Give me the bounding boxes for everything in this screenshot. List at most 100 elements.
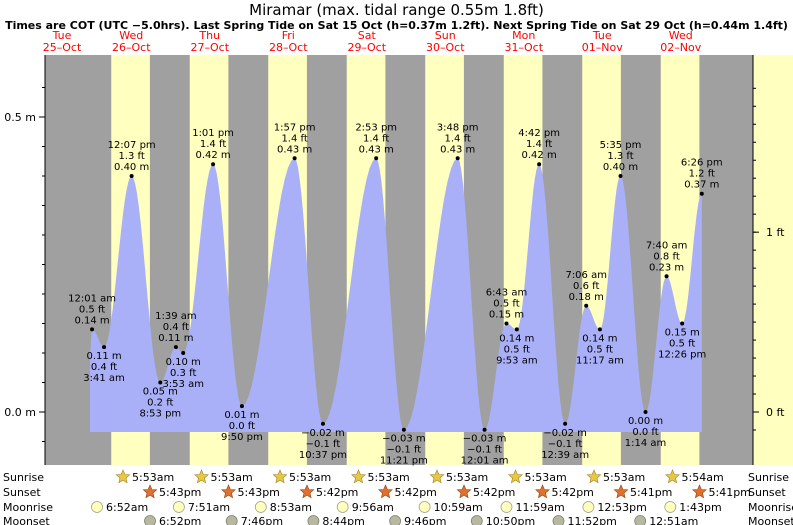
tide-time-label: 12:01 am — [461, 456, 509, 467]
moonset-time: 9:46pm — [404, 515, 446, 525]
chart-title: Miramar (max. tidal range 0.55m 1.8ft) — [249, 1, 544, 19]
moonrise-time: 12:53pm — [597, 501, 646, 514]
moonrise-icon — [254, 501, 267, 513]
tide-point — [102, 345, 107, 350]
moonset-time: 11:52pm — [568, 515, 617, 525]
tide-m-label: 0.40 m — [603, 162, 638, 173]
moonrise-time: 7:51am — [188, 501, 230, 514]
sunrise-icon — [508, 469, 523, 484]
sunset-icon — [692, 484, 707, 499]
sunset-icon — [456, 484, 472, 499]
tide-time-label: 1:01 pm — [192, 128, 234, 139]
tide-time-label: 7:06 am — [565, 270, 607, 281]
tide-m-label: 0.18 m — [569, 292, 604, 303]
sunset-icon — [221, 484, 236, 499]
tide-point — [239, 404, 244, 409]
sunrise-time: 5:54am — [682, 471, 724, 484]
left-tick-label: 0.5 m — [4, 111, 36, 124]
tide-ft-label: 0.5 ft — [504, 344, 530, 355]
moonrise-time: 8:53am — [270, 501, 312, 514]
tide-ft-label: 0.8 ft — [653, 251, 679, 262]
tide-time-label: 6:43 am — [486, 288, 528, 299]
tide-time-label: 9:50 pm — [221, 432, 263, 443]
right-tick-label: 1 ft — [766, 226, 785, 239]
sunrise-icon — [665, 469, 680, 484]
day-name-label: Sat — [358, 29, 377, 42]
legend-row-label-left: Sunset — [3, 486, 41, 499]
tide-point — [680, 321, 685, 326]
tide-ft-label: −0.1 ft — [387, 445, 422, 456]
left-tick-label: 0.0 m — [4, 406, 36, 419]
day-name-label: Thu — [198, 29, 220, 42]
tide-time-label: 1:57 pm — [274, 122, 316, 133]
tide-m-label: 0.43 m — [440, 144, 475, 155]
tide-time-label: 12:01 am — [68, 293, 116, 304]
moonrise-icon — [336, 501, 349, 513]
tide-m-label: 0.43 m — [359, 144, 394, 155]
tide-time-label: 6:26 pm — [681, 158, 723, 169]
tide-point — [401, 427, 406, 432]
sunrise-time: 5:53am — [525, 471, 567, 484]
moonset-time: 7:46pm — [241, 515, 283, 525]
tide-m-label: 0.01 m — [224, 410, 259, 421]
sunset-time: 5:42pm — [316, 486, 358, 499]
tide-time-label: 8:53 pm — [139, 409, 181, 420]
tide-ft-label: 0.4 ft — [163, 322, 189, 333]
tide-area-path — [90, 158, 702, 433]
tide-point — [618, 174, 623, 178]
legend-row-label-right: Moonset — [748, 515, 793, 525]
moonrise-icon — [500, 501, 513, 513]
sunrise-icon — [586, 469, 602, 484]
tide-m-label: 0.00 m — [628, 416, 663, 427]
sunset-time: 5:42pm — [473, 486, 515, 499]
moonrise-icon — [582, 501, 595, 513]
moonrise-time: 1:43pm — [679, 501, 721, 514]
sunset-time: 5:42pm — [395, 486, 437, 499]
tide-ft-label: 0.5 ft — [669, 339, 695, 350]
day-name-label: Tue — [52, 29, 72, 42]
tide-m-label: −0.02 m — [301, 428, 345, 439]
day-date-label: 01–Nov — [582, 41, 623, 54]
tide-m-label: 0.11 m — [86, 351, 121, 362]
day-date-label: 26–Oct — [112, 41, 151, 54]
tide-time-label: 4:42 pm — [518, 128, 560, 139]
sunset-time: 5:41pm — [630, 486, 672, 499]
tide-point — [597, 327, 602, 332]
tide-m-label: 0.11 m — [158, 333, 193, 344]
tide-m-label: 0.15 m — [489, 310, 524, 321]
tide-m-label: 0.05 m — [143, 387, 178, 398]
tide-point — [181, 351, 186, 355]
tide-ft-label: 0.5 ft — [493, 299, 519, 310]
day-date-label: 31–Oct — [504, 41, 543, 54]
astro-rows: Sunrise Sunrise Sunset Sunset Moonrise Moonri… — [3, 469, 793, 525]
tide-point — [129, 174, 134, 178]
tide-ft-label: −0.1 ft — [306, 439, 341, 450]
tide-m-label: 0.14 m — [499, 333, 534, 344]
sunrise-icon — [351, 469, 366, 484]
legend-row-label-left: Sunrise — [3, 471, 44, 484]
tide-m-label: 0.15 m — [665, 328, 700, 339]
legend-row-label-right: Moonrise — [748, 501, 793, 514]
tide-time-label: 10:37 pm — [299, 450, 347, 461]
moonset-icon — [634, 515, 647, 525]
tide-point — [292, 156, 297, 161]
moonrise-time: 11:59am — [516, 501, 565, 514]
sunset-icon — [378, 484, 393, 499]
tide-ft-label: 0.0 ft — [229, 421, 255, 432]
tide-ft-label: 1.4 ft — [444, 133, 470, 144]
sunrise-time: 5:53am — [446, 471, 488, 484]
day-date-label: 28–Oct — [269, 41, 308, 54]
tide-point — [173, 345, 178, 350]
tide-time-label: 3:53 am — [162, 379, 204, 390]
tide-time-label: 1:14 am — [625, 438, 667, 449]
moonset-icon — [389, 515, 401, 525]
moonrise-icon — [91, 501, 103, 513]
sunrise-icon — [429, 469, 445, 484]
sunrise-time: 5:53am — [211, 471, 253, 484]
day-name-label: Sun — [435, 29, 456, 42]
tide-m-label: 0.14 m — [582, 333, 617, 344]
tide-point — [211, 162, 216, 167]
tide-time-label: 5:35 pm — [600, 140, 642, 151]
day-date-label: 29–Oct — [347, 41, 386, 54]
moonset-icon — [144, 515, 156, 525]
